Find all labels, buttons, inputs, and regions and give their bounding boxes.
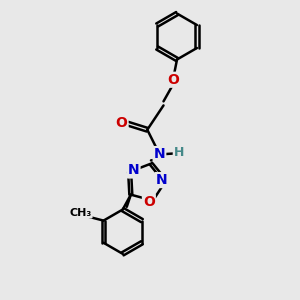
Text: CH₃: CH₃ — [69, 208, 92, 218]
Text: O: O — [143, 195, 155, 209]
Text: N: N — [154, 147, 165, 161]
Text: O: O — [167, 73, 179, 87]
Text: H: H — [174, 146, 184, 159]
Text: N: N — [155, 173, 167, 187]
Text: O: O — [116, 116, 127, 130]
Text: N: N — [128, 164, 140, 178]
